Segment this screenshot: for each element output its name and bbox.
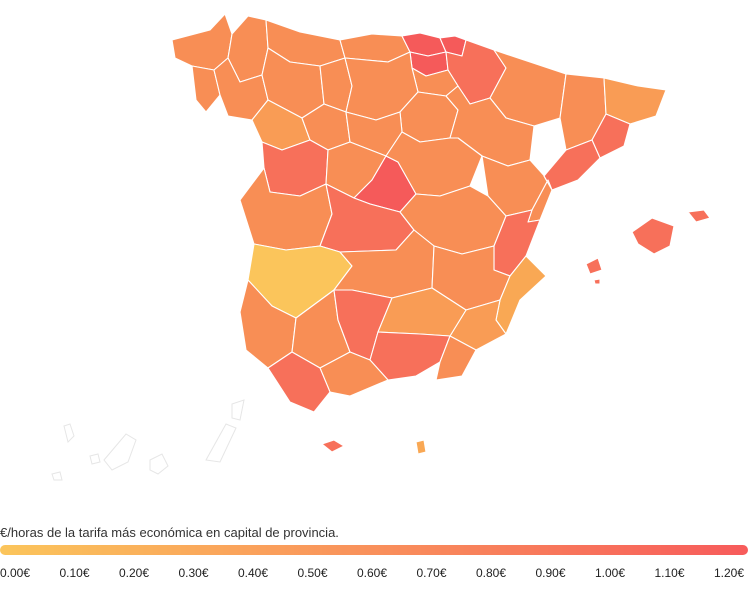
province-almeria: [435, 335, 477, 381]
legend-tick-label: 0.70€: [416, 566, 447, 580]
island-mallorca: [631, 217, 675, 255]
island-fuerteventura: [205, 423, 237, 463]
legend-title: €/horas de la tarifa más económica en ca…: [0, 525, 339, 540]
legend-tick-label: 0.00€: [0, 566, 31, 580]
island-la-gomera: [89, 453, 101, 465]
province-cadiz: [267, 351, 331, 413]
province-pontevedra: [191, 65, 221, 113]
city-ceuta: [321, 439, 345, 453]
province-tarragona: [543, 139, 601, 191]
legend-tick-label: 0.10€: [59, 566, 90, 580]
island-ibiza: [585, 257, 603, 275]
peninsula-provinces: [171, 13, 667, 413]
province-barcelona: [591, 113, 631, 159]
canary-islands-outline: [51, 399, 245, 481]
island-gran-canaria: [149, 453, 169, 475]
island-la-palma: [63, 423, 75, 443]
legend-tick-labels: 0.00€ 0.10€ 0.20€ 0.30€ 0.40€ 0.50€ 0.60€ 0.70€…: [0, 566, 750, 582]
island-menorca: [687, 209, 711, 223]
legend-tick-label: 1.20€: [714, 566, 745, 580]
city-melilla: [415, 439, 427, 455]
balearic-islands: [585, 209, 711, 285]
legend-tick-label: 0.50€: [297, 566, 328, 580]
legend-tick-label: 1.00€: [595, 566, 626, 580]
legend-tick-label: 0.60€: [357, 566, 388, 580]
legend-color-scale: [0, 545, 748, 555]
legend-tick-label: 0.90€: [535, 566, 566, 580]
spain-province-map: [51, 13, 711, 481]
legend-tick-label: 0.40€: [238, 566, 269, 580]
legend-tick-label: 0.30€: [178, 566, 209, 580]
island-lanzarote: [231, 399, 245, 421]
island-formentera: [593, 278, 601, 285]
island-el-hierro: [51, 471, 63, 481]
legend-tick-label: 0.20€: [119, 566, 150, 580]
province-guadalajara: [385, 131, 483, 197]
legend-tick-label: 0.80€: [476, 566, 507, 580]
legend-tick-label: 1.10€: [654, 566, 685, 580]
island-tenerife: [103, 433, 137, 471]
ceuta-melilla: [321, 439, 427, 455]
